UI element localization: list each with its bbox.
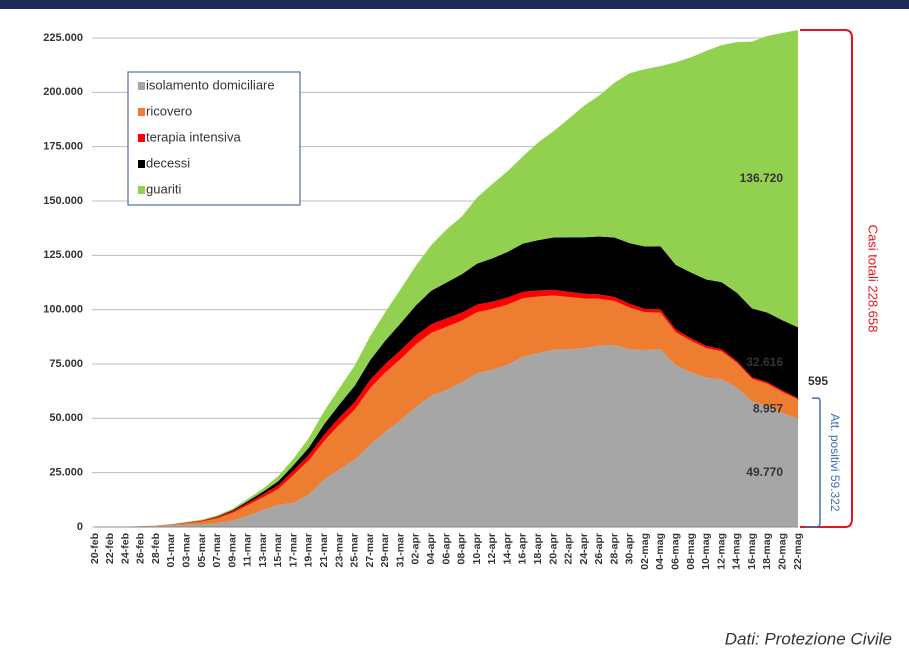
data-label: 49.770 [746, 465, 783, 479]
x-tick-label: 16-mag [746, 533, 758, 570]
legend-label: isolamento domiciliare [146, 77, 275, 92]
x-tick-label: 10-apr [471, 533, 483, 565]
x-tick-label: 17-mar [287, 533, 299, 567]
x-tick-label: 05-mar [196, 533, 208, 567]
x-tick-label: 22-mag [792, 533, 804, 570]
area [95, 295, 798, 527]
y-tick-label: 0 [77, 521, 83, 533]
x-tick-label: 22-apr [563, 533, 575, 565]
x-tick-label: 20-feb [89, 533, 101, 564]
x-tick-label: 18-apr [532, 533, 544, 565]
x-tick-label: 13-mar [257, 533, 269, 567]
legend-swatch [138, 108, 145, 116]
x-tick-label: 09-mar [226, 533, 238, 567]
x-tick-label: 03-mar [180, 533, 192, 567]
x-tick-label: 20-mag [776, 533, 788, 570]
data-label: 595 [808, 374, 828, 388]
brace [800, 29, 853, 528]
y-tick-label: 175.000 [43, 141, 83, 153]
y-tick-label: 100.000 [43, 304, 83, 316]
x-tick-label: 22-feb [104, 533, 116, 564]
x-tick-label: 14-apr [501, 533, 513, 565]
legend-label: decessi [146, 155, 190, 170]
x-tick-label: 07-mar [211, 533, 223, 567]
x-tick-label: 06-apr [440, 533, 452, 565]
x-tick-label: 26-apr [593, 533, 605, 565]
x-tick-label: 04-apr [425, 533, 437, 565]
x-tick-label: 10-mag [700, 533, 712, 570]
x-tick-label: 29-mar [379, 533, 391, 567]
x-tick-label: 08-apr [456, 533, 468, 565]
legend-swatch [138, 134, 145, 142]
x-tick-label: 26-feb [135, 533, 147, 564]
y-tick-label: 25.000 [49, 467, 83, 479]
x-tick-label: 01-mar [165, 533, 177, 567]
x-tick-label: 28-apr [608, 533, 620, 565]
brace [805, 397, 821, 528]
legend-label: terapia intensiva [146, 129, 241, 144]
annotation: Casi totali 228.658 [866, 225, 881, 333]
x-tick-label: 16-apr [517, 533, 529, 565]
data-label: 136.720 [740, 171, 784, 185]
x-tick-label: 23-mar [333, 533, 345, 567]
x-tick-label: 28-feb [150, 533, 162, 564]
legend-swatch [138, 186, 145, 194]
data-label: 32.616 [746, 355, 783, 369]
x-tick-label: 02-apr [410, 533, 422, 565]
legend-swatch [138, 82, 145, 90]
x-tick-label: 12-mag [715, 533, 727, 570]
x-tick-label: 24-apr [578, 533, 590, 565]
y-tick-label: 150.000 [43, 195, 83, 207]
area [95, 345, 798, 527]
data-label: 8.957 [753, 401, 783, 415]
source: Dati: Protezione Civile [725, 629, 892, 648]
x-tick-label: 14-mag [731, 533, 743, 570]
x-tick-label: 19-mar [303, 533, 315, 567]
x-tick-label: 20-apr [547, 533, 559, 565]
x-tick-label: 12-apr [486, 533, 498, 565]
x-tick-label: 27-mar [364, 533, 376, 567]
x-tick-label: 21-mar [318, 533, 330, 567]
top-bar [0, 0, 909, 9]
y-tick-label: 125.000 [43, 249, 83, 261]
x-tick-label: 15-mar [272, 533, 284, 567]
y-tick-label: 225.000 [43, 32, 83, 44]
x-tick-label: 06-mag [670, 533, 682, 570]
legend-swatch [138, 160, 145, 168]
x-tick-label: 11-mar [242, 533, 254, 567]
area [95, 236, 798, 527]
y-tick-label: 75.000 [49, 358, 83, 370]
x-tick-label: 31-mar [394, 533, 406, 567]
legend-label: ricovero [146, 103, 192, 118]
annotation: Att. positivi 59.322 [828, 414, 842, 512]
x-tick-label: 24-feb [119, 533, 131, 564]
x-tick-label: 18-mag [761, 533, 773, 570]
y-tick-label: 50.000 [49, 412, 83, 424]
legend-box [127, 71, 301, 206]
x-tick-label: 04-mag [654, 533, 666, 570]
x-tick-label: 08-mag [685, 533, 697, 570]
x-tick-label: 02-mag [639, 533, 651, 570]
x-tick-label: 30-apr [624, 533, 636, 565]
legend-label: guariti [146, 181, 182, 196]
x-tick-label: 25-mar [349, 533, 361, 567]
y-tick-label: 200.000 [43, 86, 83, 98]
area [95, 30, 798, 528]
